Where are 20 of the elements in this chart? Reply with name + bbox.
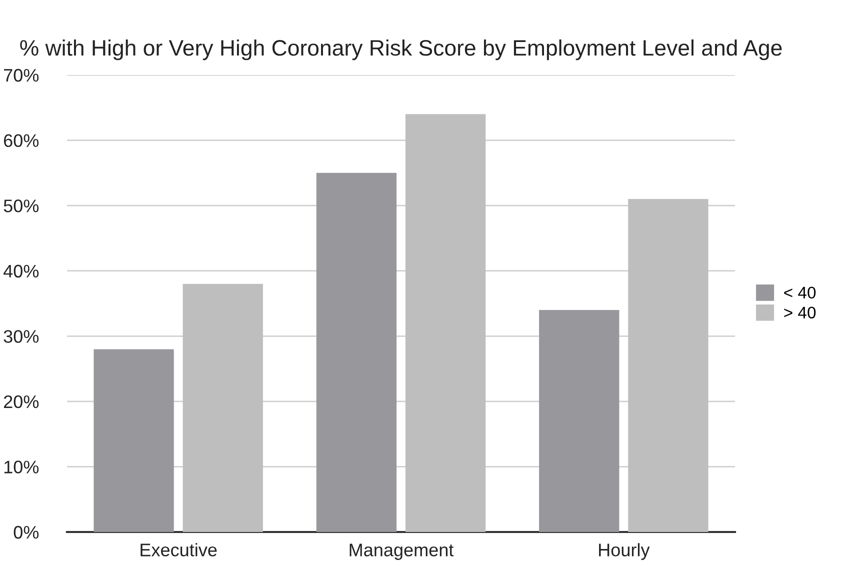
y-tick-label: 10% [4,460,39,474]
bar [539,310,620,532]
y-tick-label: 70% [4,68,39,82]
y-tick-label: 30% [4,330,39,343]
legend-label: > 40 [784,306,816,318]
y-tick-label: 20% [4,395,39,408]
bar [94,349,174,532]
y-tick-label: 60% [4,134,39,148]
y-tick-label: 40% [4,264,39,278]
legend-label: < 40 [784,286,816,299]
y-tick-label: 50% [4,200,39,212]
bar [316,172,397,532]
chart-title: % with High or Very High Coronary Risk Score by Employment Level and Age [20,39,782,60]
bar [405,114,486,532]
x-tick-label: Executive [140,543,217,556]
bar [628,199,708,532]
y-tick-label: 0% [14,526,39,539]
x-tick-label: Management [350,544,454,560]
bar [182,284,263,532]
x-tick-label: Hourly [599,543,650,560]
